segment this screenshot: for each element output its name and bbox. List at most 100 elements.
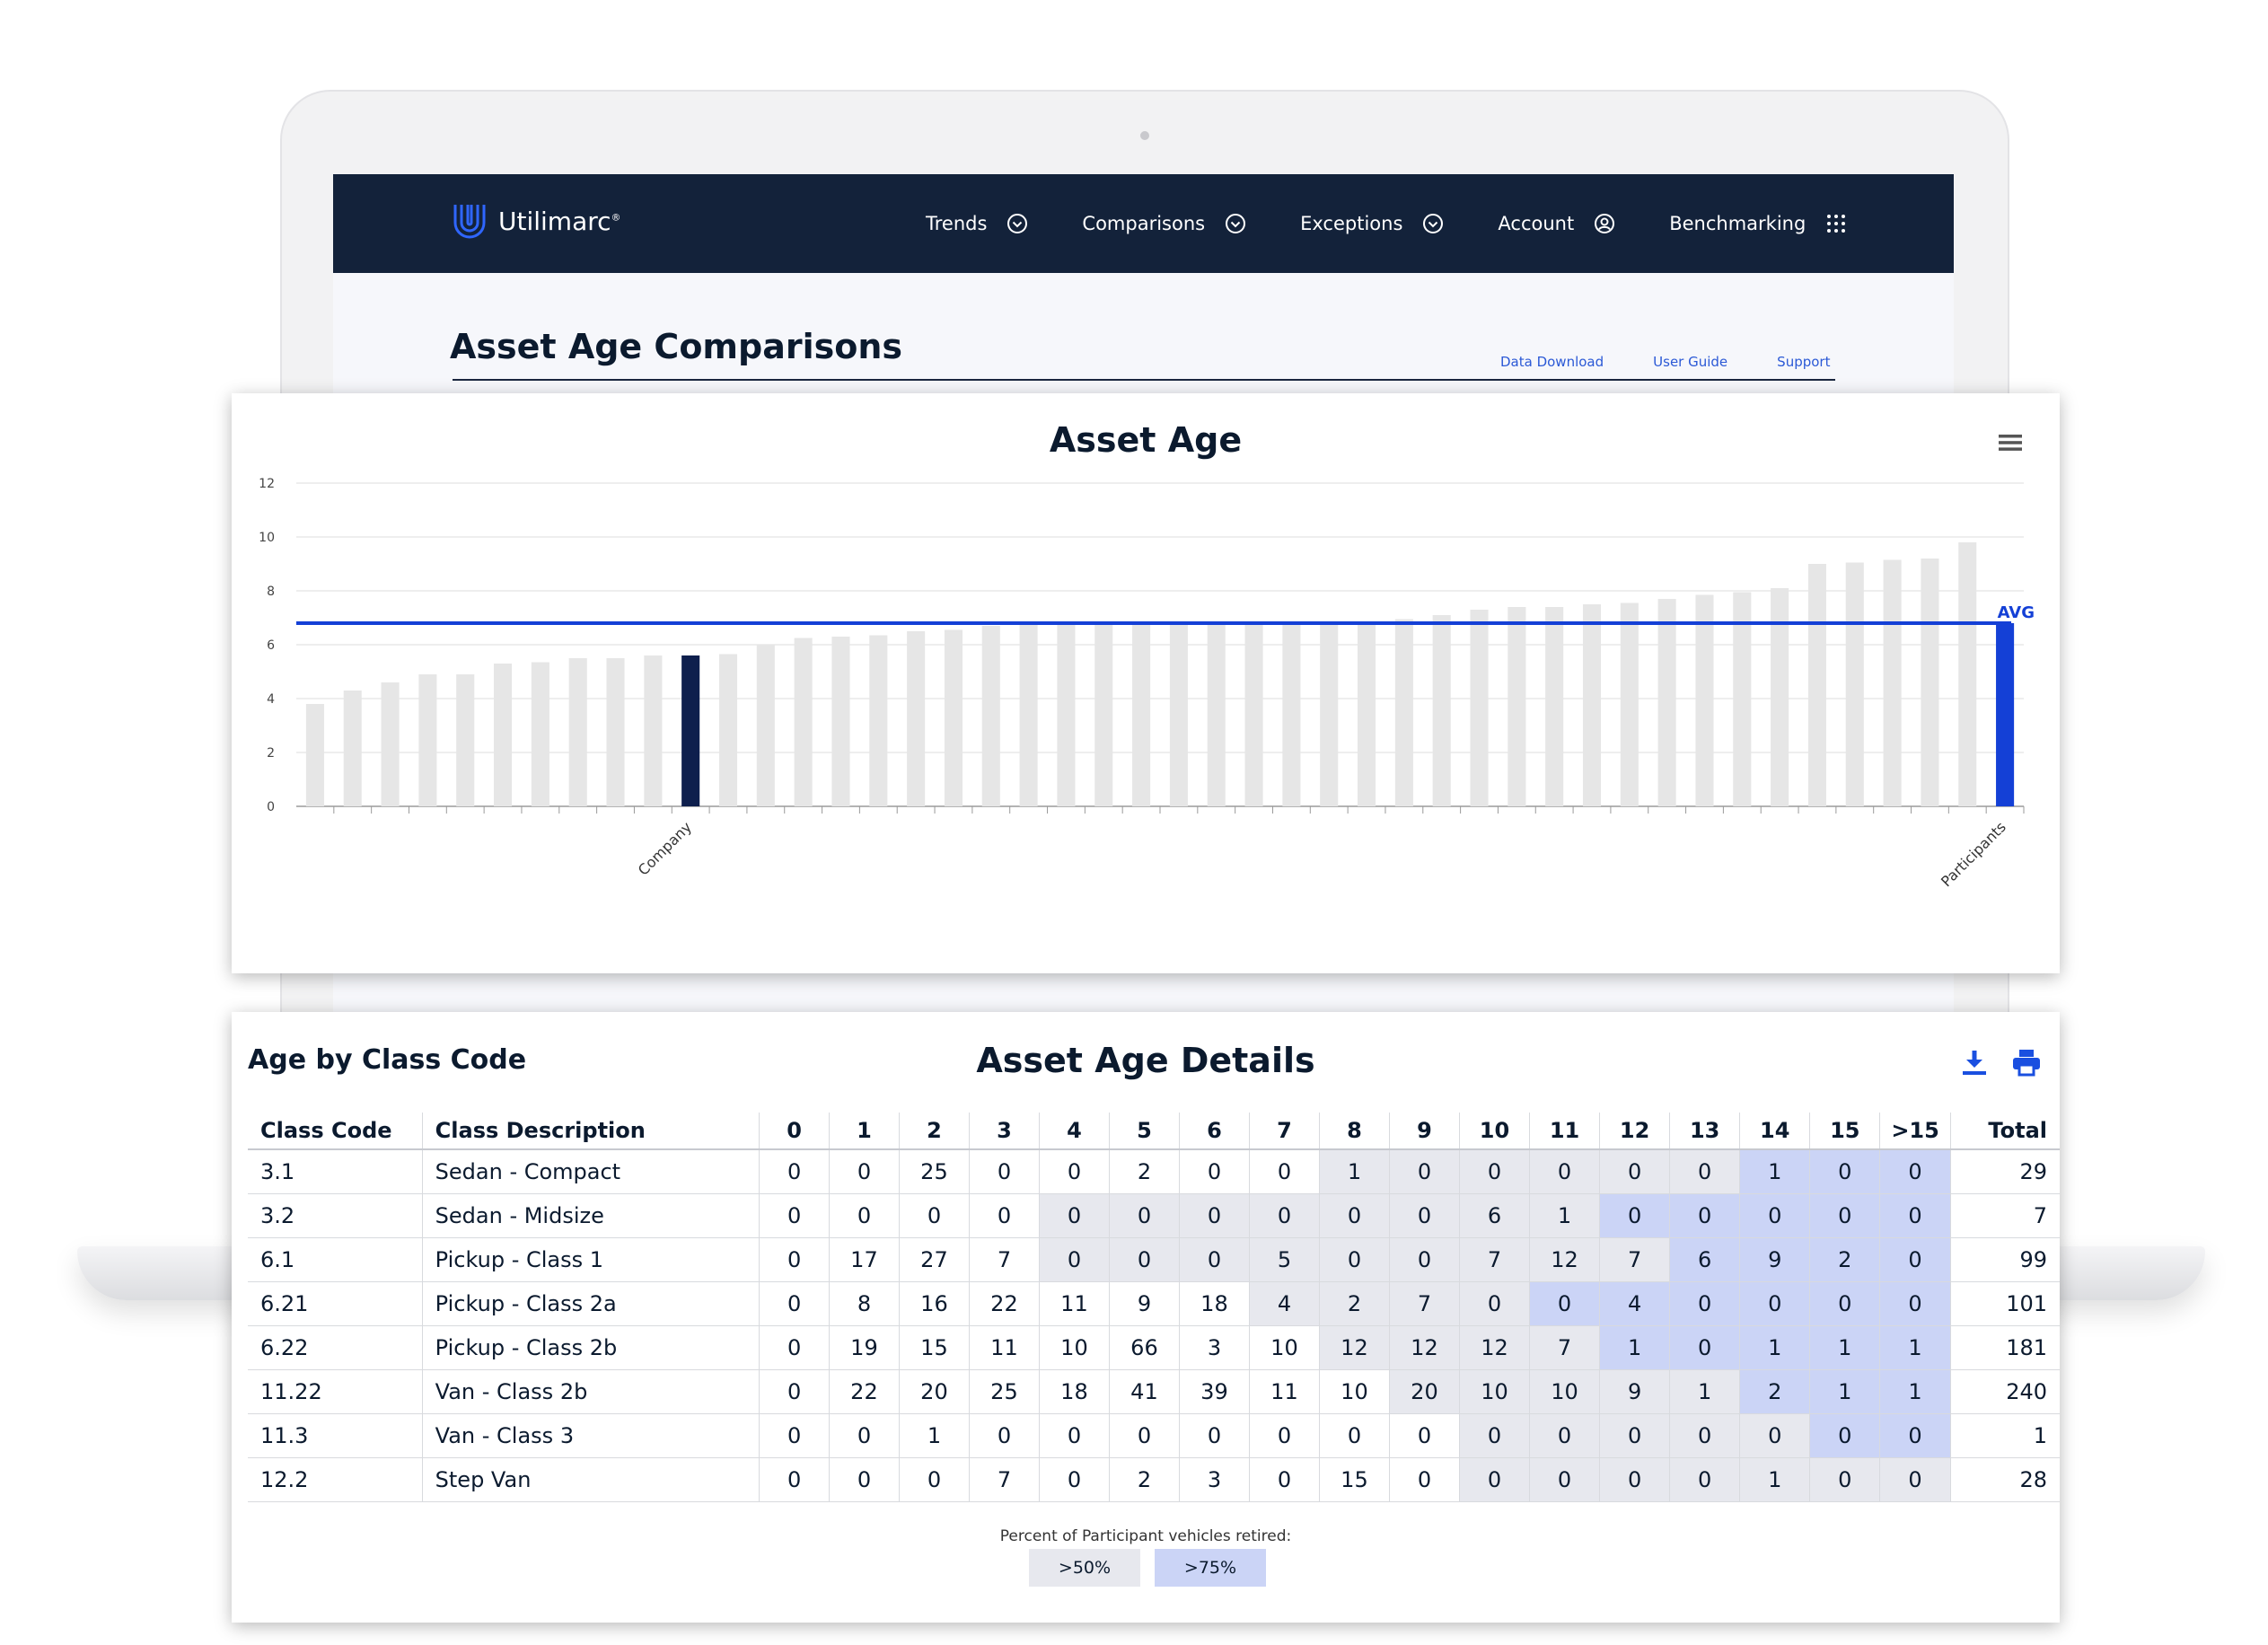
- table-cell: 0: [1039, 1193, 1110, 1238]
- column-header[interactable]: Class Description: [422, 1113, 760, 1150]
- chart-bar: [1132, 623, 1151, 806]
- hamburger-menu-icon[interactable]: [1999, 433, 2022, 453]
- table-cell: 2: [1109, 1457, 1180, 1502]
- chart-bar: [981, 626, 1000, 806]
- column-header[interactable]: 2: [899, 1113, 970, 1150]
- column-header[interactable]: >15: [1879, 1113, 1951, 1150]
- table-cell: 240: [1950, 1369, 2060, 1414]
- chart-bar: [831, 637, 850, 806]
- table-cell: 0: [1669, 1413, 1741, 1458]
- table-cell: 20: [899, 1369, 970, 1414]
- table-cell: 6: [1669, 1237, 1741, 1282]
- chart-bar: [756, 645, 775, 806]
- chart-bar: [1169, 623, 1188, 806]
- table-cell: 17: [829, 1237, 900, 1282]
- table-cell: 0: [1389, 1457, 1460, 1502]
- table-cell: 0: [1529, 1281, 1601, 1326]
- table-cell: 0: [1109, 1193, 1180, 1238]
- grid-dots-icon: [1827, 215, 1846, 233]
- column-header[interactable]: 14: [1739, 1113, 1811, 1150]
- table-cell: 0: [1319, 1413, 1390, 1458]
- chart-bar: [1883, 559, 1902, 806]
- average-label: AVG: [1998, 603, 2035, 622]
- table-cell: Step Van: [422, 1457, 760, 1502]
- table-cell: 0: [1389, 1149, 1460, 1194]
- table-cell: 0: [1599, 1149, 1671, 1194]
- table-cell: 2: [1739, 1369, 1811, 1414]
- table-cell: 1: [1739, 1149, 1811, 1194]
- asset-age-details-card: Age by Class Code Asset Age Details Clas…: [232, 1012, 2060, 1623]
- chart-bar: [1508, 607, 1526, 806]
- table-cell: 181: [1950, 1325, 2060, 1370]
- chart-bar: [1958, 542, 1977, 806]
- brand-name: Utilimarc: [498, 206, 611, 236]
- laptop-camera: [1140, 131, 1149, 140]
- table-cell: 0: [759, 1457, 830, 1502]
- chart-bar: [644, 655, 663, 806]
- table-cell: 99: [1950, 1237, 2060, 1282]
- brand-logo[interactable]: Utilimarc®: [452, 201, 621, 241]
- table-cell: 1: [1879, 1325, 1951, 1370]
- table-cell: 16: [899, 1281, 970, 1326]
- column-header[interactable]: 15: [1809, 1113, 1881, 1150]
- table-cell: 0: [759, 1193, 830, 1238]
- chart-bar: [456, 674, 475, 806]
- column-header[interactable]: 11: [1529, 1113, 1601, 1150]
- nav-trends[interactable]: Trends: [926, 213, 1028, 234]
- table-cell: 0: [1179, 1193, 1250, 1238]
- nav-exceptions[interactable]: Exceptions: [1300, 213, 1444, 234]
- support-link[interactable]: Support: [1777, 354, 1831, 370]
- column-header[interactable]: 9: [1389, 1113, 1460, 1150]
- table-cell: 39: [1179, 1369, 1250, 1414]
- table-cell: 0: [1739, 1193, 1811, 1238]
- table-cell: 0: [759, 1369, 830, 1414]
- table-cell: 0: [969, 1149, 1040, 1194]
- print-icon[interactable]: [2011, 1048, 2042, 1077]
- column-header[interactable]: 1: [829, 1113, 900, 1150]
- table-cell: 0: [1739, 1413, 1811, 1458]
- table-cell: 0: [1669, 1193, 1741, 1238]
- nav-account[interactable]: Account: [1498, 213, 1615, 234]
- table-cell: 0: [1809, 1457, 1881, 1502]
- column-header[interactable]: 3: [969, 1113, 1040, 1150]
- table-cell: 12: [1529, 1237, 1601, 1282]
- chart-bar: [494, 664, 513, 806]
- table-cell: 9: [1599, 1369, 1671, 1414]
- table-cell: 0: [1529, 1413, 1601, 1458]
- asset-age-details-table: Class Code Class Description 0 1 2 3 4 5 6 7 8 9 10 1…: [248, 1113, 2060, 1502]
- column-header[interactable]: 7: [1249, 1113, 1320, 1150]
- column-header[interactable]: Total: [1950, 1113, 2060, 1150]
- table-cell: 0: [1599, 1413, 1671, 1458]
- table-cell: 9: [1739, 1237, 1811, 1282]
- download-icon[interactable]: [1960, 1048, 1989, 1077]
- table-cell: 0: [1809, 1413, 1881, 1458]
- column-header[interactable]: 4: [1039, 1113, 1110, 1150]
- table-cell: 18: [1039, 1369, 1110, 1414]
- legend-over-75: >75%: [1155, 1549, 1266, 1587]
- table-cell: 1: [1739, 1325, 1811, 1370]
- column-header[interactable]: 6: [1179, 1113, 1250, 1150]
- y-tick-label: 0: [267, 800, 275, 814]
- column-header[interactable]: 8: [1319, 1113, 1390, 1150]
- data-download-link[interactable]: Data Download: [1500, 354, 1604, 370]
- chart-bar: [869, 635, 888, 806]
- nav-benchmarking[interactable]: Benchmarking: [1669, 213, 1847, 234]
- nav-comparisons[interactable]: Comparisons: [1082, 213, 1246, 234]
- table-cell: 0: [1879, 1281, 1951, 1326]
- column-header[interactable]: 5: [1109, 1113, 1180, 1150]
- table-cell: 10: [1249, 1325, 1320, 1370]
- table-cell: 0: [1179, 1413, 1250, 1458]
- column-header[interactable]: 10: [1459, 1113, 1531, 1150]
- legend-caption: Percent of Participant vehicles retired:: [999, 1527, 1292, 1545]
- column-header[interactable]: 0: [759, 1113, 830, 1150]
- column-header[interactable]: Class Code: [248, 1113, 423, 1150]
- table-row: 6.21 Pickup - Class 2a 0 8 16 22 11 9 18 4 2 7 0 0 4 0 0…: [248, 1281, 2060, 1326]
- column-header[interactable]: 12: [1599, 1113, 1671, 1150]
- table-cell: 6: [1459, 1193, 1531, 1238]
- top-navbar: Utilimarc® Trends Comparisons Exceptions…: [333, 174, 1954, 273]
- table-cell: 0: [899, 1193, 970, 1238]
- chart-bar: [1432, 615, 1451, 806]
- column-header[interactable]: 13: [1669, 1113, 1741, 1150]
- user-guide-link[interactable]: User Guide: [1653, 354, 1728, 370]
- table-cell: 0: [1319, 1193, 1390, 1238]
